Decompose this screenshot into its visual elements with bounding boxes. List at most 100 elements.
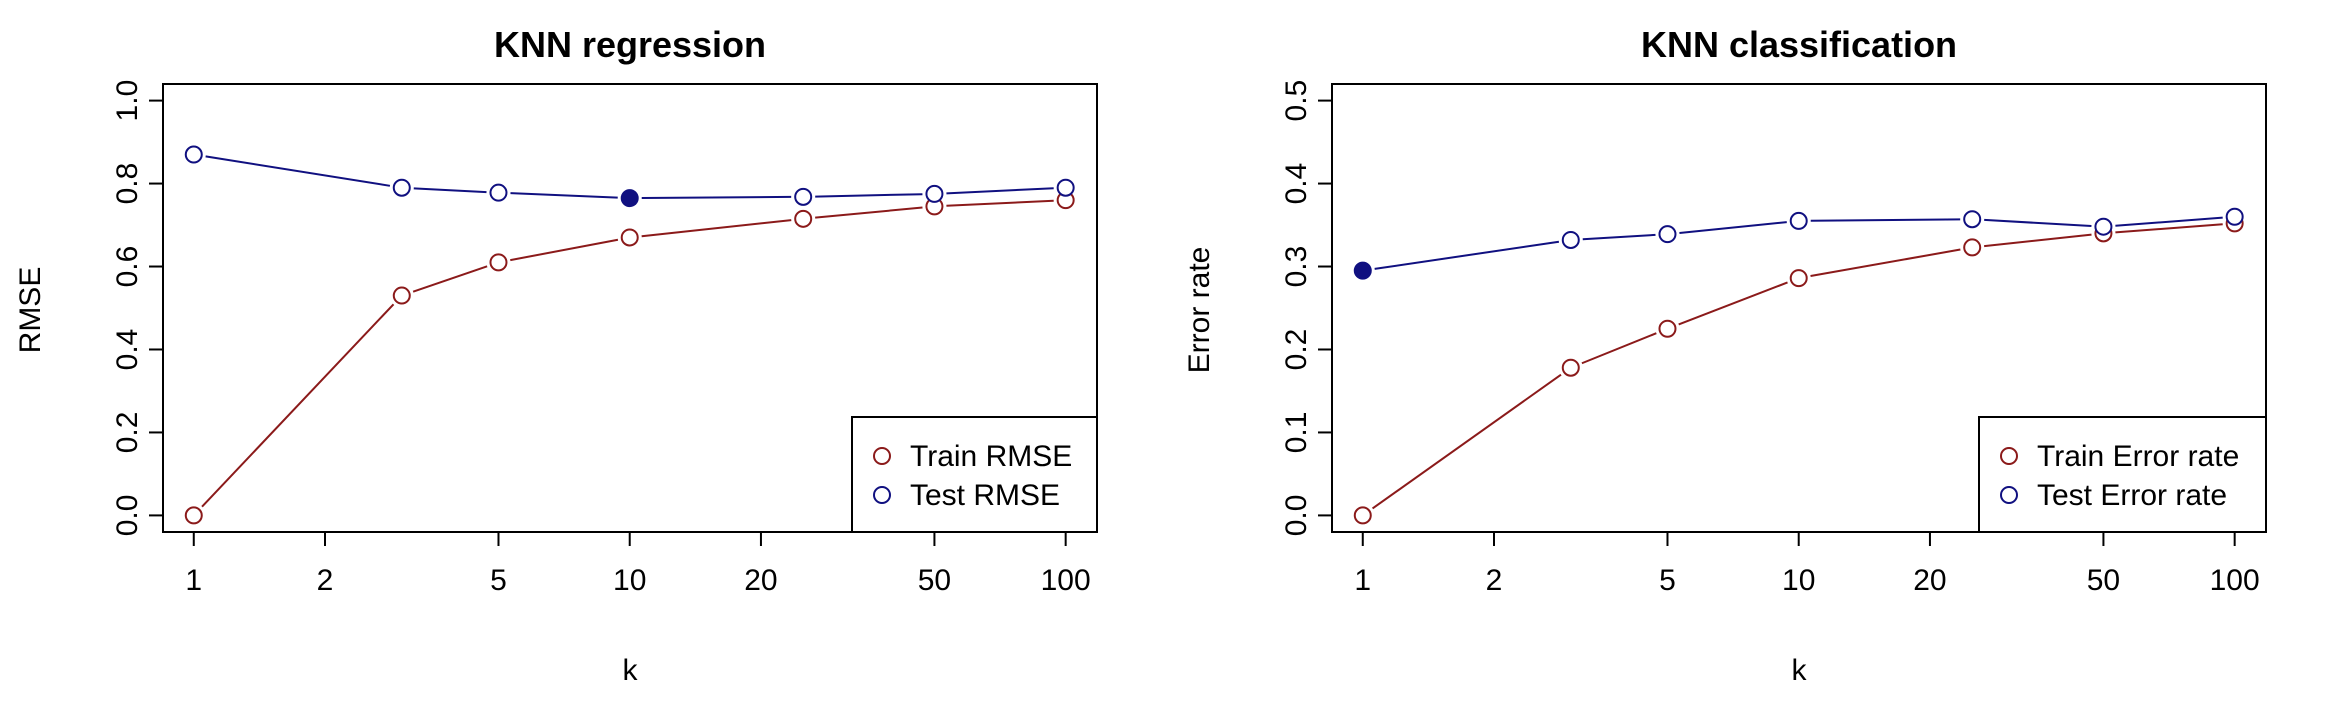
x-tick-label: 5 (490, 564, 507, 597)
series-line-segment (1374, 240, 1560, 270)
series-line-segment (510, 192, 618, 199)
series-line-segment (641, 195, 792, 199)
y-tick-label: 0.5 (1280, 80, 1313, 122)
data-point-highlighted (620, 189, 639, 208)
x-tick-label: 50 (2087, 564, 2120, 597)
data-point (1056, 178, 1075, 197)
x-tick-label: 1 (185, 564, 202, 597)
y-tick-label: 0.8 (111, 163, 144, 205)
series-line-segment (413, 187, 487, 194)
series-train (184, 191, 1075, 525)
knn-regression-panel: KNN regression k RMSE 1 2 5 10 20 50 100 0.00.… (14, 24, 1098, 687)
data-point (1789, 269, 1808, 288)
series-line-segment (641, 219, 792, 238)
series-line-segment (1810, 248, 1961, 278)
series-line-segment (205, 155, 391, 187)
x-tick-label: 1 (1354, 564, 1371, 597)
series-test (184, 145, 1075, 208)
y-tick-label: 0.2 (1280, 329, 1313, 371)
legend-label-train: Train RMSE (910, 440, 1072, 473)
series-line-segment (2115, 223, 2223, 234)
data-point (1561, 358, 1580, 377)
legend-label-test: Test Error rate (2037, 479, 2227, 512)
y-tick-label: 0.4 (1280, 163, 1313, 205)
series-line-segment (946, 187, 1054, 195)
legend-marker-train (873, 447, 891, 465)
x-tick-label: 10 (1782, 564, 1815, 597)
y-tick-label: 0.6 (111, 246, 144, 288)
x-tick-label: 20 (1913, 564, 1946, 597)
data-point (392, 178, 411, 197)
series-line-segment (1679, 221, 1787, 234)
data-point (794, 209, 813, 228)
data-point (392, 286, 411, 305)
series-line-segment (815, 206, 923, 219)
x-tick-label: 100 (2210, 564, 2260, 597)
x-tick-label: 2 (1486, 564, 1503, 597)
data-point (2225, 207, 2244, 226)
series-line-segment (1678, 281, 1788, 326)
y-tick-label: 0.2 (111, 412, 144, 454)
series-layer (184, 145, 1075, 525)
data-point (1561, 230, 1580, 249)
data-point (1658, 319, 1677, 338)
x-axis-label: k (623, 654, 639, 687)
y-axis: 0.0 0.1 0.2 0.3 0.4 0.5 (1280, 80, 1333, 537)
data-point (1963, 238, 1982, 257)
data-point (620, 228, 639, 247)
data-point (1658, 225, 1677, 244)
x-tick-label: 2 (317, 564, 334, 597)
data-point (184, 145, 203, 164)
data-point (489, 183, 508, 202)
series-layer (1353, 207, 2244, 525)
data-point-highlighted (1353, 261, 1372, 280)
x-axis: 1 2 5 10 20 50 100 (1354, 531, 2260, 597)
legend: Train Error rate Test Error rate (1978, 416, 2267, 533)
legend: Train RMSE Test RMSE (851, 416, 1098, 533)
legend-marker-train (2000, 447, 2018, 465)
legend-marker-test (2000, 486, 2018, 504)
y-tick-label: 1.0 (111, 80, 144, 122)
data-point (794, 187, 813, 206)
y-axis-label: RMSE (14, 267, 47, 354)
series-line-segment (1581, 332, 1657, 365)
data-point (184, 506, 203, 525)
series-line-segment (946, 199, 1054, 207)
series-line-segment (2115, 216, 2223, 227)
x-tick-label: 5 (1659, 564, 1676, 597)
y-tick-label: 0.1 (1280, 412, 1313, 454)
y-axis-label: Error rate (1183, 247, 1216, 374)
data-point (1789, 211, 1808, 230)
legend-box (851, 416, 1098, 533)
x-tick-label: 10 (613, 564, 646, 597)
chart-title: KNN regression (494, 24, 766, 65)
legend-label-train: Train Error rate (2037, 440, 2239, 473)
y-tick-label: 0.4 (111, 329, 144, 371)
series-line-segment (1984, 233, 2092, 248)
series-line-segment (201, 303, 395, 508)
series-line-segment (510, 238, 619, 262)
data-point (489, 253, 508, 272)
x-tick-label: 50 (918, 564, 951, 597)
series-line-segment (815, 193, 923, 198)
legend-box (1978, 416, 2267, 533)
series-test (1353, 207, 2244, 280)
y-axis: 0.0 0.2 0.4 0.6 0.8 1.0 (111, 80, 164, 536)
data-point (1963, 210, 1982, 229)
series-line-segment (1582, 233, 1656, 241)
series-line-segment (1810, 218, 1961, 222)
y-tick-label: 0.0 (1280, 495, 1313, 537)
data-point (1353, 506, 1372, 525)
chart-title: KNN classification (1641, 24, 1957, 65)
data-point (925, 184, 944, 203)
data-point (2094, 217, 2113, 236)
series-line-segment (1371, 373, 1562, 510)
x-axis-label: k (1792, 654, 1808, 687)
legend-marker-test (873, 486, 891, 504)
knn-classification-panel: KNN classification k Error rate 1 2 5 10 20 5… (1183, 24, 2267, 687)
legend-label-test: Test RMSE (910, 479, 1060, 512)
x-tick-label: 20 (744, 564, 777, 597)
series-line-segment (1984, 218, 2092, 228)
